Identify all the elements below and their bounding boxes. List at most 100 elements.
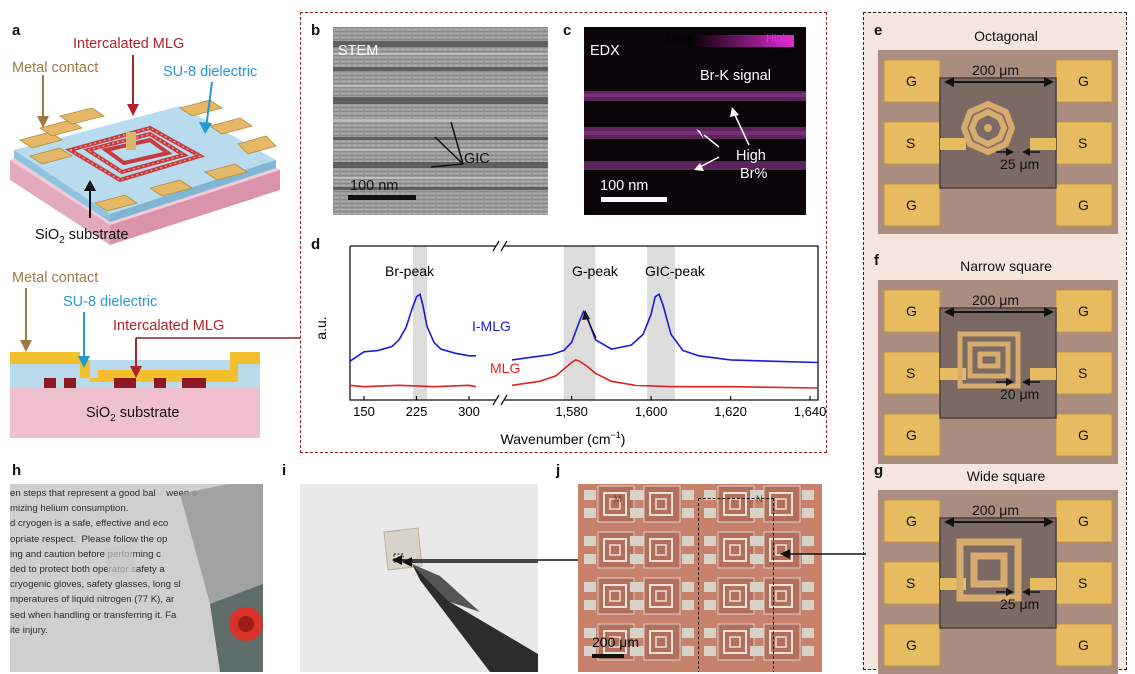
pad-label: G: [906, 637, 917, 653]
label-su8-dielectric: SU-8 dielectric: [163, 64, 258, 80]
panel-g-letter: g: [874, 462, 884, 479]
document-text-line: opriate respect. Please follow the op: [10, 533, 168, 545]
panel-i-letter: i: [282, 462, 287, 479]
j-device: [750, 485, 814, 523]
dimension-label-outer: 200 μm: [972, 502, 1019, 518]
tweezers: [412, 564, 538, 672]
axis-break: [492, 240, 500, 252]
j-device: [630, 531, 694, 569]
br-peak-annotation: Br-peak: [385, 263, 435, 279]
axis-frame-left: [349, 246, 496, 401]
edx-high-br-label-2: Br%: [740, 166, 768, 182]
panel-e-letter: e: [874, 22, 883, 39]
pad-label: G: [1078, 427, 1089, 443]
photo-j: 200 μm M N: [578, 484, 822, 672]
series-line-mlg: [511, 359, 819, 389]
panel-h-letter: h: [12, 462, 22, 479]
label-sio2-substrate: SiO2 substrate: [35, 227, 129, 246]
document-text-line: sed when handling or transferring it. Fa: [10, 609, 177, 621]
cross-label-su8: SU-8 dielectric: [63, 294, 158, 310]
axis-break: [500, 394, 508, 406]
x-tick-label: 150: [353, 404, 375, 419]
edx-colorbar: [688, 35, 794, 47]
photo-f: G G S S G G 200 μm 20 μm: [878, 280, 1118, 464]
document-text-line: mperatures of liquid nitrogen (77 K), ar: [10, 594, 175, 606]
j-scale-bar: [592, 654, 624, 658]
pad-label: S: [906, 365, 916, 381]
edx-high-br-label-1: High: [736, 148, 766, 164]
axis-break: [492, 394, 500, 406]
cross-label-substrate: SiO2 substrate: [86, 405, 180, 424]
raman-spectrum-chart: 150 225 300 1,580 1,600 1,620 1,640 a.u. Br-pe…: [313, 240, 827, 447]
dimension-label-inner: 25 μm: [1000, 156, 1040, 172]
panel-a-device-3d: [10, 55, 280, 245]
j-selection-box: [698, 498, 774, 672]
stem-scale-label: 100 nm: [350, 178, 399, 194]
cross-label-metal: Metal contact: [12, 270, 99, 286]
y-axis-label: a.u.: [313, 316, 329, 339]
panel-f-title: Narrow square: [960, 258, 1052, 274]
arrow-j-to-i: [392, 555, 580, 565]
cross-metal: [10, 352, 260, 382]
pad-label: G: [1078, 197, 1089, 213]
document-text-line: cryogenic gloves, safety glasses, long s…: [10, 579, 181, 591]
panel-e-title: Octagonal: [974, 28, 1038, 44]
photo-e: G G S S G G 200 μm 25 μm: [878, 50, 1118, 234]
edx-scale-label: 100 nm: [600, 178, 649, 194]
pad-label: G: [1078, 637, 1089, 653]
dimension-label-outer: 200 μm: [972, 62, 1019, 78]
x-tick-label: 1,620: [714, 404, 747, 419]
gic-label: GIC: [464, 151, 490, 167]
pad-label: G: [906, 513, 917, 529]
dimension-label-inner: 20 μm: [1000, 386, 1040, 402]
panel-f-letter: f: [874, 252, 879, 269]
pad-label: S: [1078, 135, 1088, 151]
pad-label: S: [906, 575, 916, 591]
cross-mlg-blocks: [44, 378, 206, 388]
j-mark-m: M: [614, 494, 622, 504]
x-tick-label: 1,580: [555, 404, 588, 419]
gic-peak-annotation: GIC-peak: [645, 263, 706, 279]
pad-label: G: [1078, 303, 1089, 319]
pad-label: G: [906, 73, 917, 89]
x-tick-label: 300: [458, 404, 480, 419]
edx-tag: EDX: [590, 43, 620, 59]
axis-frame-right: [504, 245, 819, 401]
edx-scale-bar: [601, 197, 667, 202]
stem-scale-bar: [348, 195, 416, 200]
x-tick-label: 1,640: [794, 404, 827, 419]
photo-i: [300, 484, 538, 672]
panel-g-title: Wide square: [966, 468, 1046, 484]
document-text-line: d cryogen is a safe, effective and eco: [10, 518, 169, 530]
bcd-dashed-frame: [300, 12, 827, 453]
spiral-highlight: [68, 127, 202, 181]
edx-image: [584, 27, 806, 215]
j-device: [750, 531, 814, 569]
panel-c-letter: c: [563, 22, 572, 39]
j-device: [750, 623, 814, 661]
document-text-line: ite injury.: [10, 624, 48, 636]
dimension-label-outer: 200 μm: [972, 292, 1019, 308]
pad-label: G: [906, 427, 917, 443]
j-device: [750, 577, 814, 615]
pad-label: G: [906, 197, 917, 213]
edx-low-label: Low: [666, 33, 687, 45]
panel-b-letter: b: [311, 22, 321, 39]
photo-g: G G S S G G 200 μm 25 μm: [878, 490, 1118, 674]
cross-label-intercalated: Intercalated MLG: [113, 318, 225, 334]
series-line-i-mlg: [349, 292, 476, 362]
j-device: [704, 485, 768, 523]
cross-substrate: [10, 388, 260, 438]
j-scale-label: 200 μm: [592, 634, 639, 650]
photo-h: en steps that represent a good bal ween …: [10, 484, 263, 672]
su8-side-left: [14, 150, 110, 222]
j-device: [630, 485, 694, 523]
via-post: [126, 132, 136, 150]
pad-label: S: [906, 135, 916, 151]
pad-label: S: [1078, 575, 1088, 591]
scissor-blade: [180, 484, 263, 604]
document-text-line: mizing helium consumption.: [10, 503, 129, 515]
pad-label: G: [1078, 73, 1089, 89]
series-label-mlg: MLG: [490, 360, 520, 376]
series-line-i-mlg: [511, 292, 819, 364]
